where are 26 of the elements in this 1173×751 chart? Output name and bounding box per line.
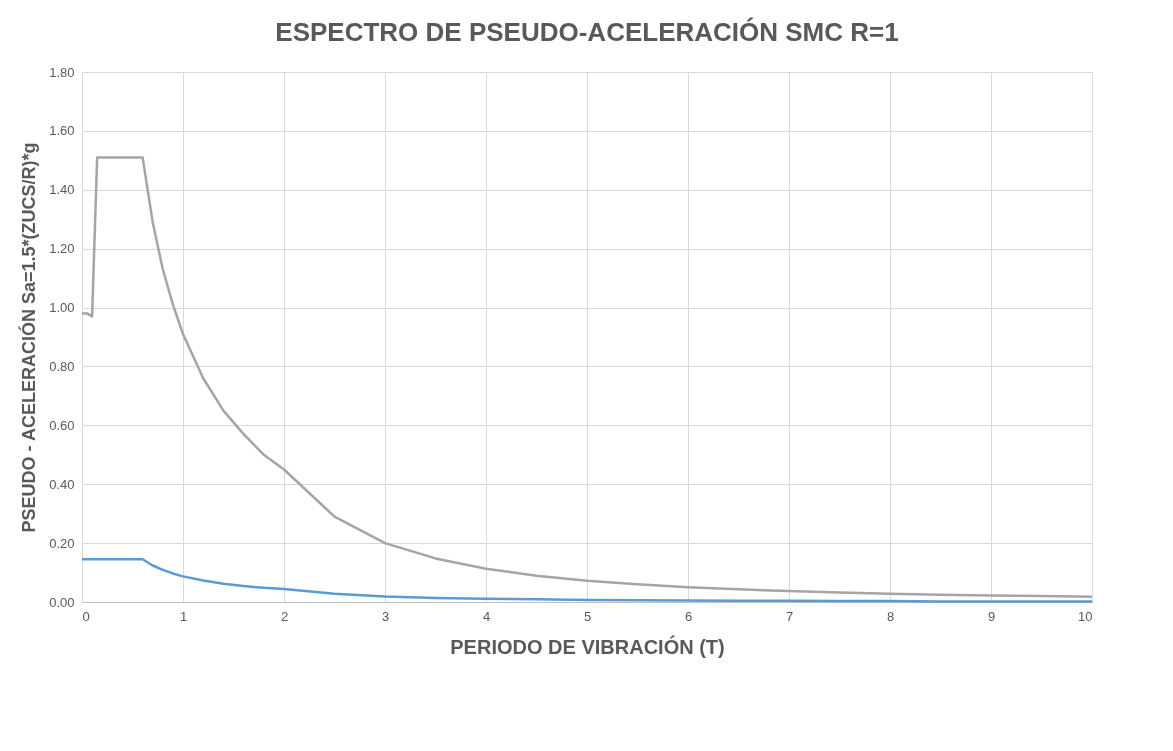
x-tick-label: 7 — [785, 608, 794, 624]
y-tick-label: 1.00 — [49, 300, 75, 316]
y-tick-label: 0.80 — [49, 358, 75, 374]
x-tick-label: 1 — [179, 608, 188, 624]
x-tick-label: 2 — [280, 608, 289, 624]
y-tick-label: 1.60 — [49, 123, 75, 139]
x-axis-title: PERIODO DE VIBRACIÓN (T) — [450, 634, 725, 658]
x-tick-label: 8 — [886, 608, 895, 624]
x-tick-label: 3 — [381, 608, 390, 624]
line-series — [80, 156, 1094, 598]
y-tick-label: 0.00 — [49, 594, 75, 610]
y-tick-label: 1.20 — [49, 241, 75, 257]
x-tick-label: 10 — [1078, 608, 1093, 624]
y-tick-label: 1.80 — [49, 64, 75, 80]
y-axis-title: PSEUDO - ACELERACIÓN Sa=1.5*(ZUCS/R)*g — [18, 142, 40, 533]
x-tick-label: 0 — [82, 608, 90, 624]
x-tick-label: 5 — [583, 608, 592, 624]
y-tick-label: 0.20 — [49, 535, 75, 551]
x-tick-label: 6 — [684, 608, 693, 624]
x-tick-label: 4 — [482, 608, 491, 624]
line-series — [80, 558, 1094, 603]
y-tick-label: 0.40 — [49, 476, 75, 492]
x-tick-label: 9 — [987, 608, 996, 624]
y-tick-label: 0.60 — [49, 417, 75, 433]
chart-title: ESPECTRO DE PSEUDO-ACELERACIÓN SMC R=1 — [275, 17, 899, 47]
y-tick-label: 1.40 — [49, 182, 75, 198]
